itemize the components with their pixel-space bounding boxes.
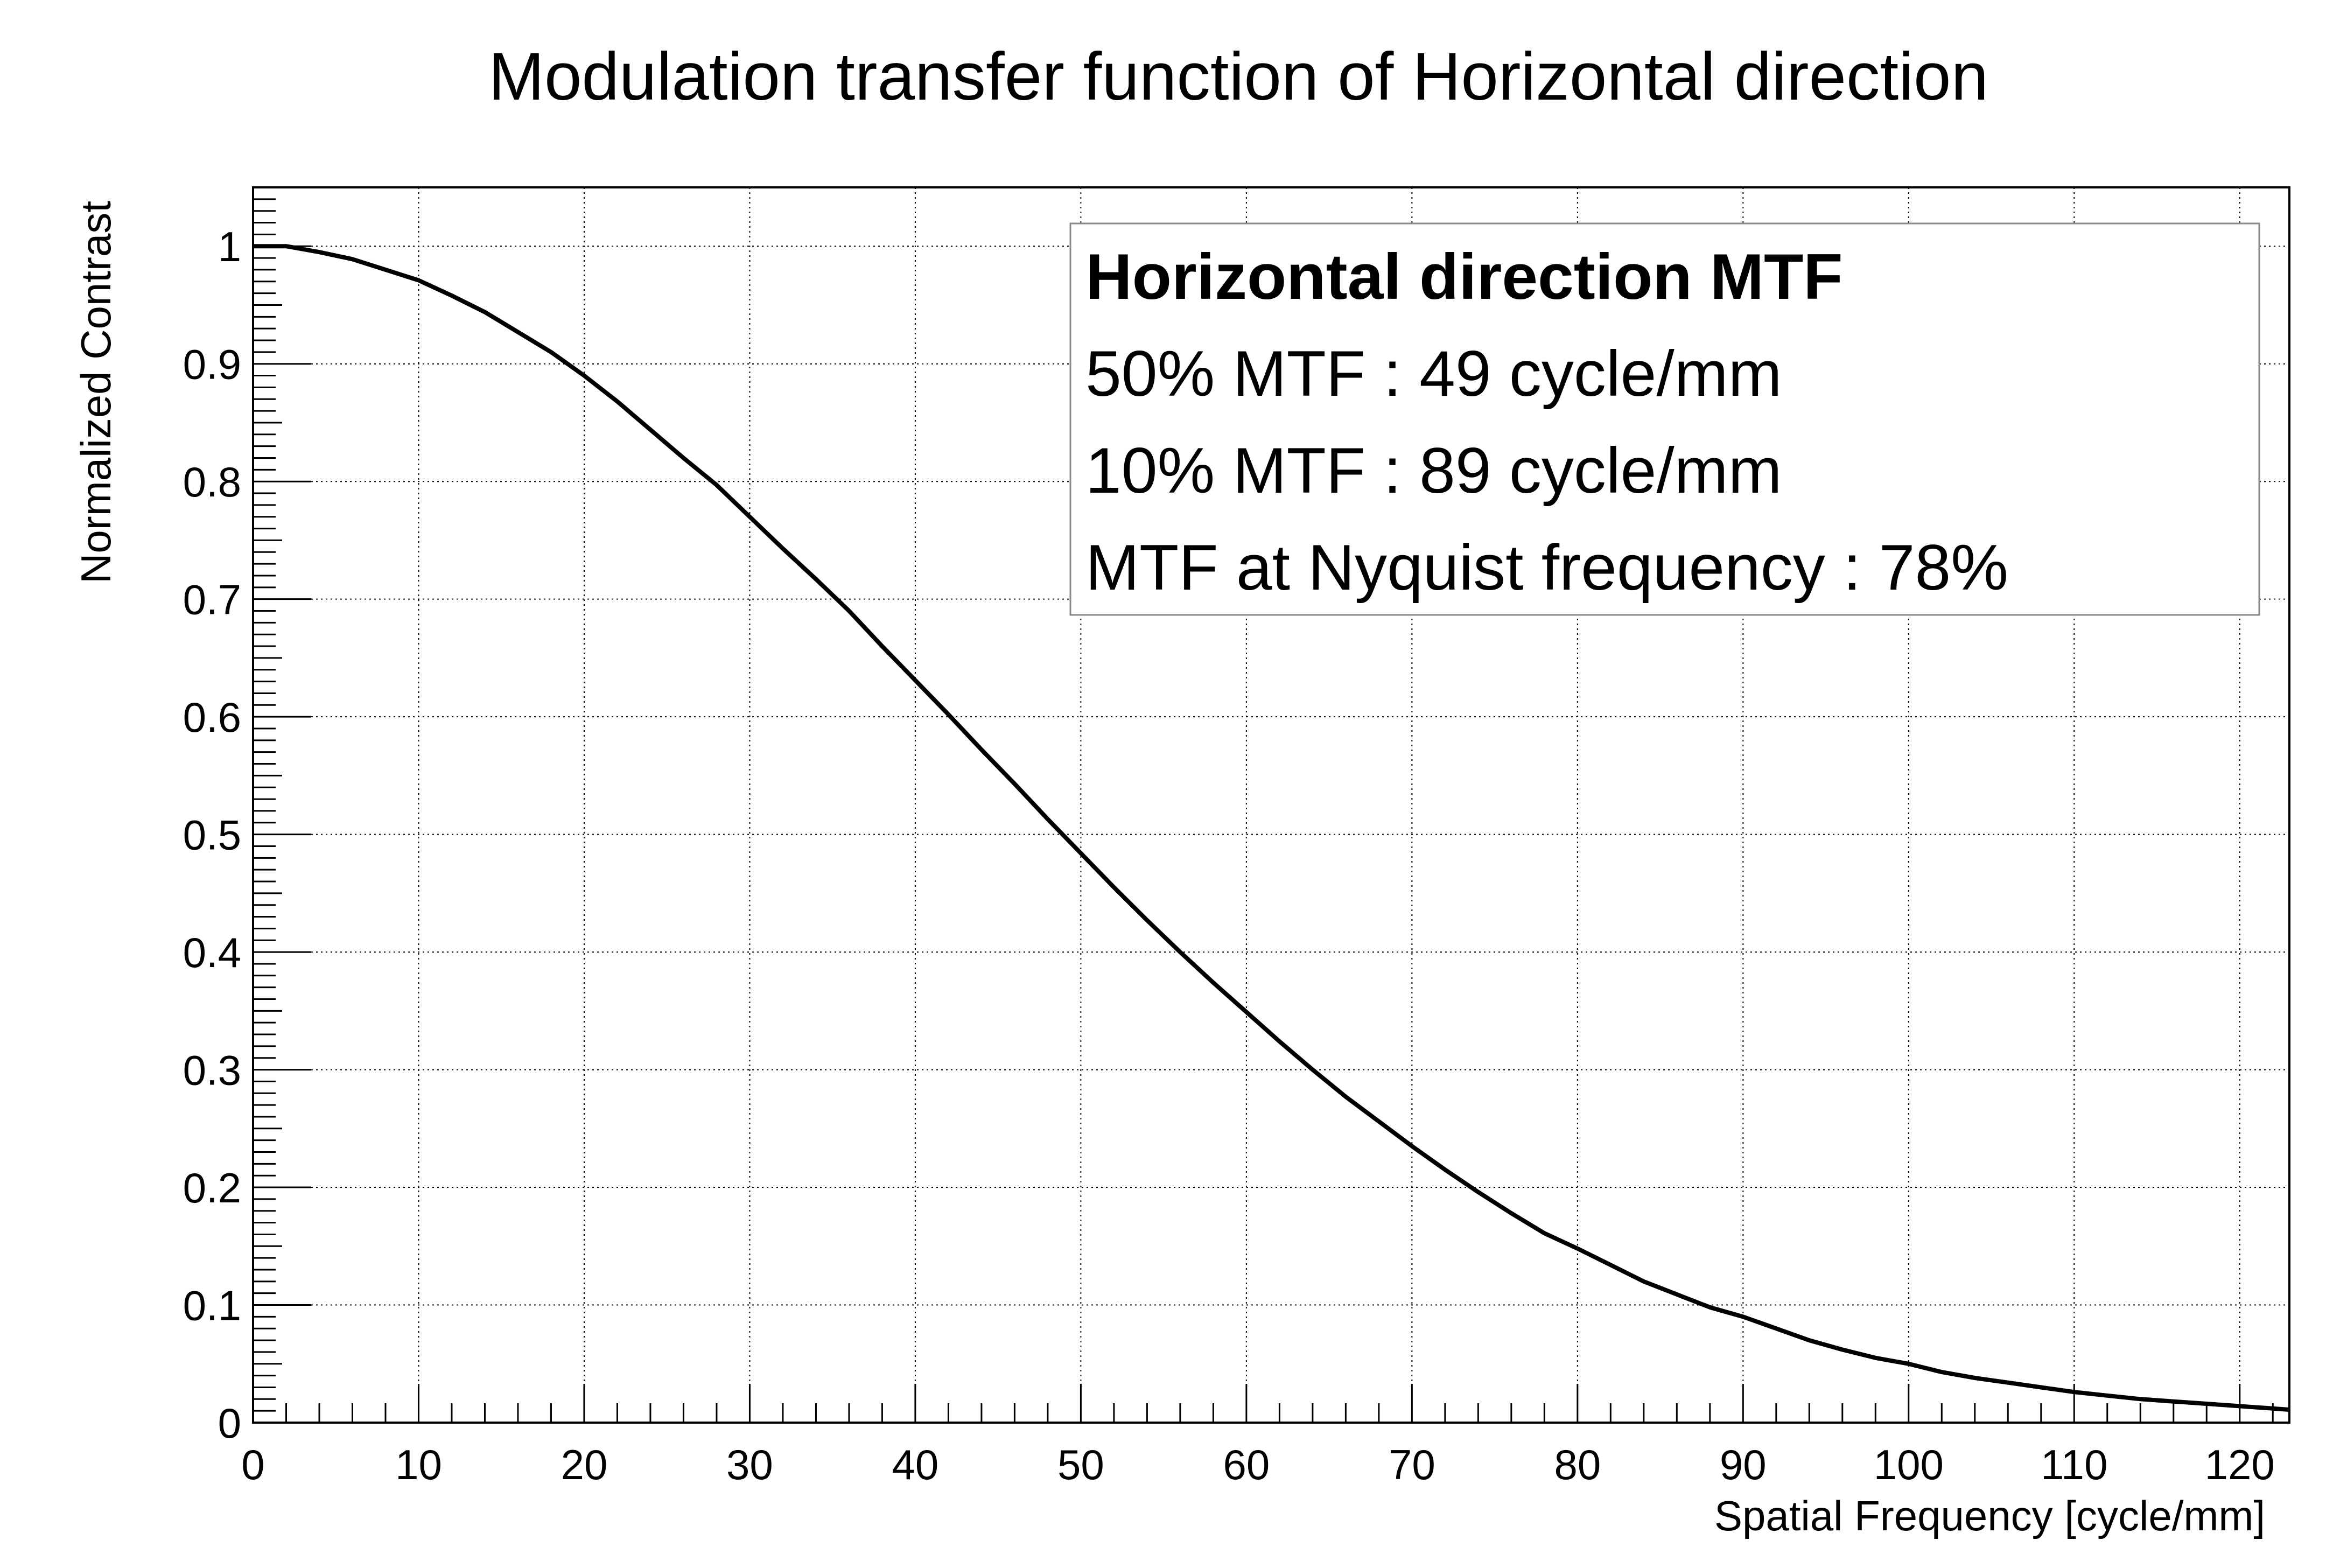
x-tick-label: 80 <box>1554 1441 1601 1488</box>
x-tick-label: 50 <box>1057 1441 1104 1488</box>
y-tick-label: 0.6 <box>183 694 241 741</box>
x-tick-label: 100 <box>1874 1441 1944 1488</box>
x-tick-label: 40 <box>892 1441 939 1488</box>
y-tick-label: 0.8 <box>183 458 241 506</box>
y-tick-label: 0.9 <box>183 341 241 388</box>
y-tick-label: 0.3 <box>183 1047 241 1094</box>
x-tick-label: 70 <box>1389 1441 1435 1488</box>
legend: Horizontal direction MTF 50% MTF : 49 cy… <box>1069 222 2260 616</box>
y-tick-label: 0 <box>218 1399 241 1447</box>
x-tick-label: 110 <box>2041 1441 2107 1488</box>
minor-ticks <box>253 186 2274 1423</box>
y-tick-label: 0.2 <box>183 1164 241 1212</box>
x-tick-label: 10 <box>395 1441 442 1488</box>
x-tick-label: 0 <box>241 1441 264 1488</box>
y-tick-label: 0.1 <box>183 1282 241 1329</box>
legend-line-mtf10: 10% MTF : 89 cycle/mm <box>1085 435 1782 507</box>
x-tick-label: 30 <box>726 1441 773 1488</box>
y-tick-label: 0.4 <box>183 929 241 976</box>
x-tick-label: 120 <box>2205 1441 2275 1488</box>
y-tick-label: 1 <box>218 223 241 270</box>
y-tick-labels: 0 0.1 0.2 0.3 0.4 0.5 0.6 0.7 0.8 0.9 1 <box>183 223 241 1447</box>
y-tick-label: 0.5 <box>183 811 241 859</box>
series-curves <box>253 244 2290 1412</box>
x-tick-label: 20 <box>561 1441 608 1488</box>
legend-line-nyquist: MTF at Nyquist frequency : 78% <box>1085 531 2008 604</box>
legend-box <box>1069 222 2260 616</box>
chart-title: Modulation transfer function of Horizont… <box>488 39 1988 114</box>
mtf-curve <box>253 244 2290 1412</box>
y-axis-title: Normalized Contrast <box>72 201 120 584</box>
x-axis-title: Spatial Frequency [cycle/mm] <box>1714 1492 2265 1539</box>
x-tick-labels: 0 10 20 30 40 50 60 70 80 90 100 110 120 <box>241 1441 2275 1488</box>
x-tick-label: 90 <box>1720 1441 1767 1488</box>
plot-frame <box>252 186 2290 1424</box>
y-tick-label: 0.7 <box>183 576 241 624</box>
legend-heading: Horizontal direction MTF <box>1085 241 1843 313</box>
legend-line-mtf50: 50% MTF : 49 cycle/mm <box>1085 338 1782 410</box>
x-tick-label: 60 <box>1223 1441 1270 1488</box>
